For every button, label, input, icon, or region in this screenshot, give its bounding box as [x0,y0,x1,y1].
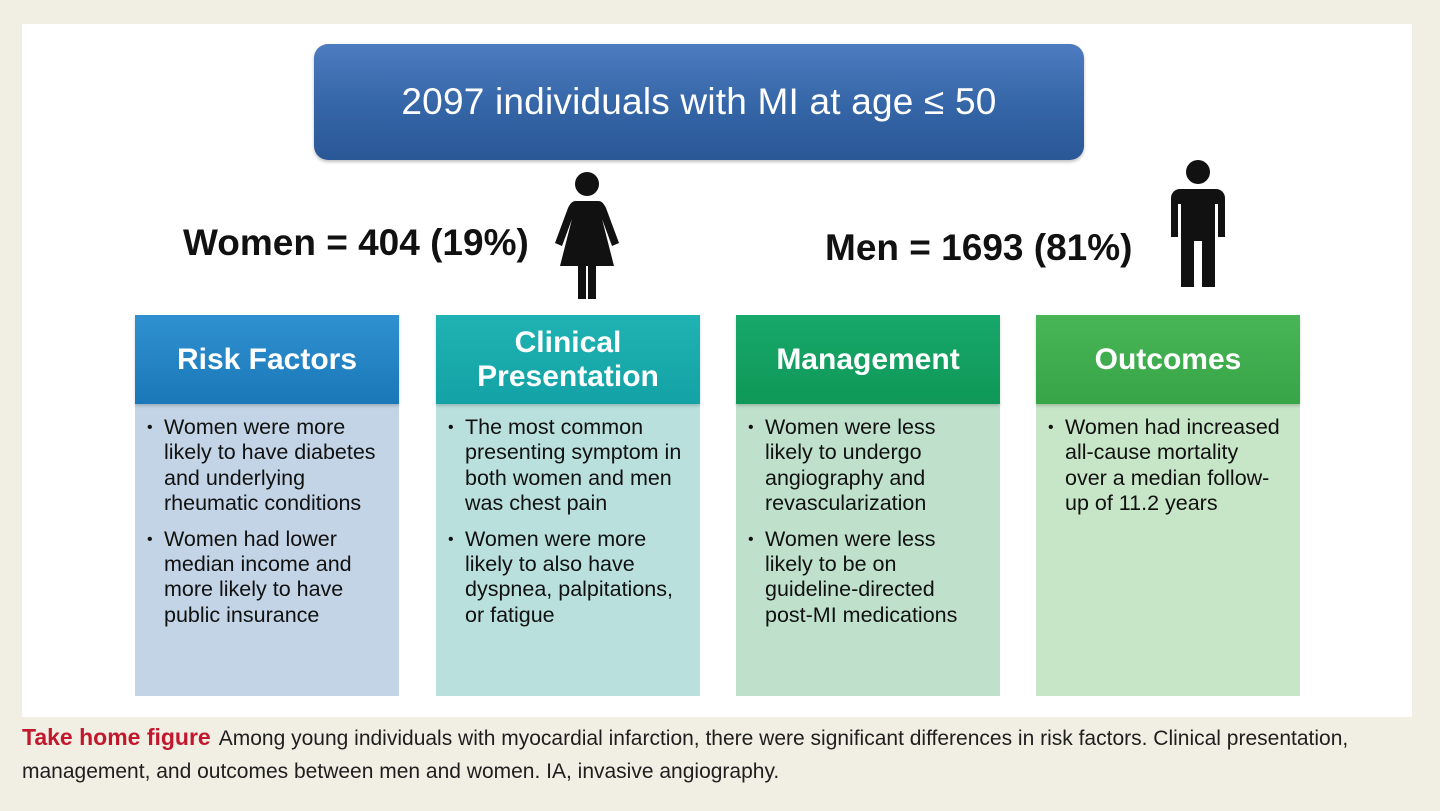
caption-text: Among young individuals with myocardial … [22,727,1349,783]
list-item: Women had lower median income and more l… [147,527,385,629]
risk-factors-header: Risk Factors [135,315,399,404]
caption-label: Take home figure [22,724,211,750]
clinical-presentation-list: The most common presenting symptom in bo… [448,415,686,628]
list-item: Women were more likely to also have dysp… [448,527,686,629]
list-item: The most common presenting symptom in bo… [448,415,686,517]
cohort-banner: 2097 individuals with MI at age ≤ 50 [314,44,1084,160]
clinical-presentation-column: Clinical Presentation The most common pr… [436,315,700,696]
list-item: Women had increased all-cause mortality … [1048,415,1286,517]
management-list: Women were less likely to undergo angiog… [748,415,986,628]
man-icon [1171,160,1225,287]
management-body: Women were less likely to undergo angiog… [736,404,1000,696]
clinical-presentation-header: Clinical Presentation [436,315,700,404]
woman-icon [555,172,619,299]
men-count-label: Men = 1693 (81%) [825,227,1133,268]
risk-factors-body: Women were more likely to have diabetes … [135,404,399,696]
outcomes-header: Outcomes [1036,315,1300,404]
management-column: Management Women were less likely to und… [736,315,1000,696]
outcomes-column: Outcomes Women had increased all-cause m… [1036,315,1300,696]
risk-factors-column: Risk Factors Women were more likely to h… [135,315,399,696]
clinical-presentation-body: The most common presenting symptom in bo… [436,404,700,696]
list-item: Women were less likely to be on guidelin… [748,527,986,629]
management-header: Management [736,315,1000,404]
women-count-label: Women = 404 (19%) [183,222,529,263]
outcomes-list: Women had increased all-cause mortality … [1048,415,1286,517]
clinical-presentation-title: Clinical Presentation [477,325,659,393]
list-item: Women were less likely to undergo angiog… [748,415,986,517]
cohort-banner-text: 2097 individuals with MI at age ≤ 50 [401,81,997,122]
list-item: Women were more likely to have diabetes … [147,415,385,517]
risk-factors-list: Women were more likely to have diabetes … [147,415,385,628]
outcomes-body: Women had increased all-cause mortality … [1036,404,1300,696]
figure-caption: Take home figure Among young individuals … [22,721,1422,788]
